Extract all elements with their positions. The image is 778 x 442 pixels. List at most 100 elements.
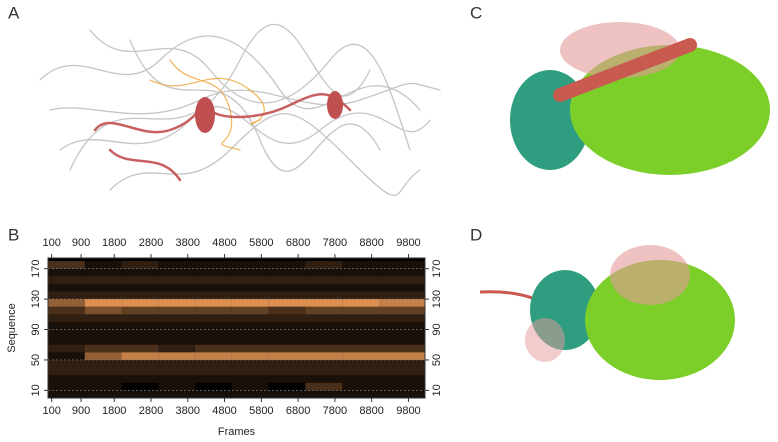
x-tick-label: 3800 — [176, 405, 200, 417]
x-tick-label: 7800 — [323, 405, 347, 417]
heat-cell — [158, 375, 196, 383]
heat-cell — [84, 367, 122, 376]
heat-cell — [305, 375, 343, 383]
heat-cell — [48, 283, 85, 292]
heat-cell — [342, 283, 380, 292]
heat-cell — [48, 352, 85, 360]
heat-cell — [305, 352, 343, 360]
x-tick-label: 2800 — [139, 405, 163, 417]
heat-cell — [305, 321, 343, 330]
heat-cell — [268, 375, 306, 383]
heat-cell — [269, 383, 306, 391]
heat-cell — [121, 375, 159, 383]
heat-cell — [48, 291, 85, 300]
heat-cell — [231, 276, 269, 284]
heat-cell — [48, 299, 85, 307]
heat-cell — [268, 261, 306, 269]
heat-cell — [268, 291, 306, 300]
heat-cell — [268, 321, 306, 330]
heat-cell — [379, 352, 425, 360]
x-tick-label: 1800 — [102, 237, 126, 249]
x-tick-label: 6800 — [286, 405, 310, 417]
heat-cell — [158, 329, 196, 338]
heat-cell — [231, 299, 269, 307]
y-axis-label: Sequence — [6, 303, 18, 353]
heat-cell — [342, 390, 380, 398]
heat-cell — [342, 261, 380, 269]
y-tick-label: 170 — [431, 259, 443, 277]
heat-cell — [158, 283, 196, 292]
heat-cell — [195, 261, 232, 269]
x-tick-label: 7800 — [323, 237, 347, 249]
heat-cell — [305, 329, 343, 338]
x-tick-label: 5800 — [249, 237, 273, 249]
y-tick-label: 170 — [30, 259, 42, 277]
heat-cell — [268, 306, 306, 315]
panel-label: C — [470, 3, 482, 22]
heat-cell — [195, 352, 232, 360]
x-tick-label: 3800 — [176, 237, 200, 249]
heat-cell — [121, 359, 159, 368]
y-tick-label: 90 — [30, 323, 42, 335]
heat-cell — [121, 291, 159, 300]
heat-cell — [84, 306, 122, 315]
heat-cell — [342, 359, 380, 368]
heat-cell — [268, 337, 306, 345]
heat-cell — [48, 382, 85, 391]
heat-cell — [231, 352, 269, 360]
heat-cell — [158, 367, 196, 376]
heat-cell — [231, 382, 269, 391]
heat-cell — [48, 390, 85, 398]
heat-cell — [158, 321, 196, 330]
heat-cell — [158, 344, 196, 353]
heat-cell — [231, 390, 269, 398]
panel-label: A — [8, 3, 20, 22]
heat-cell — [84, 314, 122, 322]
x-tick-label: 8800 — [359, 405, 383, 417]
heat-cell — [379, 261, 425, 269]
structure-c — [510, 22, 770, 175]
plot-background — [48, 258, 425, 398]
heat-cell — [379, 337, 425, 345]
heat-cell — [195, 367, 232, 376]
heat-cell — [195, 321, 232, 330]
heat-cell — [231, 261, 269, 269]
heat-cell — [342, 337, 380, 345]
heat-cell — [84, 344, 122, 353]
heat-cell — [121, 299, 159, 307]
x-tick-label: 4800 — [212, 237, 236, 249]
heat-cell — [379, 344, 425, 353]
heat-cell — [305, 390, 343, 398]
heat-cell — [195, 383, 232, 391]
heat-cell — [342, 291, 380, 300]
heat-cell — [268, 359, 306, 368]
heat-cell — [121, 268, 159, 277]
heat-cell — [158, 382, 196, 391]
heat-cell — [379, 382, 425, 391]
x-tick-label: 9800 — [396, 237, 420, 249]
heat-cell — [84, 337, 122, 345]
y-tick-label: 90 — [431, 323, 443, 335]
heat-cell — [195, 337, 232, 345]
heat-cell — [268, 314, 306, 322]
heat-cell — [379, 321, 425, 330]
heat-cell — [84, 390, 122, 398]
heat-cell — [158, 314, 196, 322]
heat-cell — [379, 329, 425, 338]
x-tick-label: 4800 — [212, 405, 236, 417]
heat-cell — [195, 375, 232, 383]
x-tick-label: 8800 — [359, 237, 383, 249]
heat-cell — [84, 291, 122, 300]
heat-cell — [342, 375, 380, 383]
plot-frame — [47, 257, 426, 399]
heat-cell — [158, 261, 196, 269]
heat-cell — [158, 299, 196, 307]
x-tick-label: 100 — [42, 405, 60, 417]
heat-cell — [379, 367, 425, 376]
structure-a — [39, 23, 441, 197]
heat-cell — [195, 344, 232, 353]
heat-cell — [84, 261, 122, 269]
heat-cell — [84, 382, 122, 391]
heat-cell — [379, 276, 425, 284]
